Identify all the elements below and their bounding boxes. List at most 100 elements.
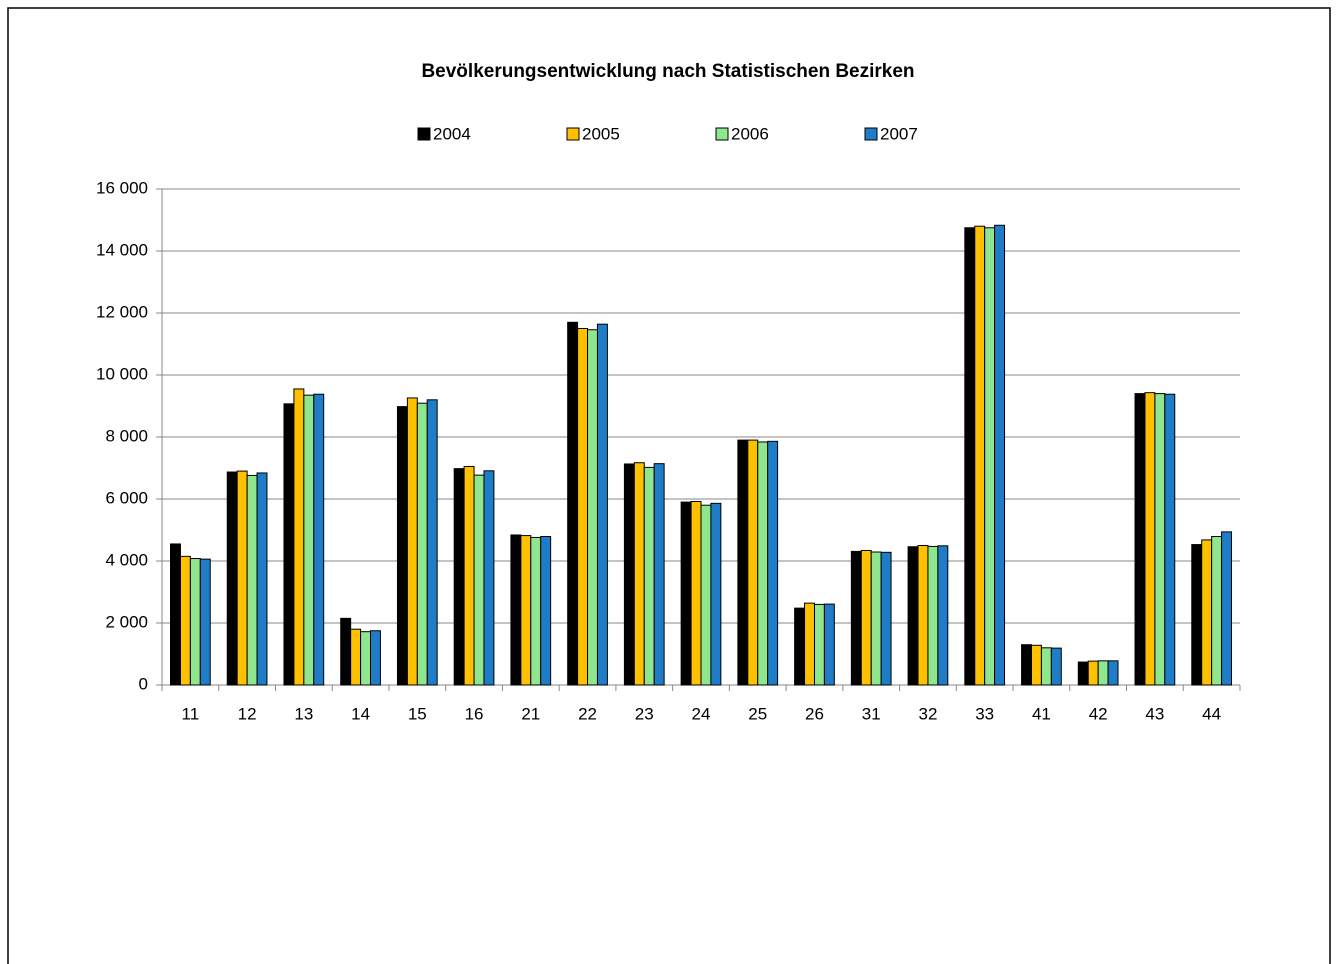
bar xyxy=(1040,647,1052,686)
bar xyxy=(860,549,872,686)
bar xyxy=(1191,544,1203,686)
legend-swatch xyxy=(715,127,729,141)
bar xyxy=(406,397,418,686)
bar xyxy=(170,543,181,686)
y-tick-label: 14 000 xyxy=(96,240,148,259)
bar xyxy=(690,500,702,686)
x-tick-label: 41 xyxy=(1032,704,1051,723)
bar xyxy=(463,465,475,686)
bar xyxy=(964,227,976,686)
x-tick-label: 23 xyxy=(635,704,654,723)
chart-frame xyxy=(7,7,1331,964)
bar xyxy=(1144,392,1156,686)
bar xyxy=(653,463,665,686)
x-tick-label: 13 xyxy=(294,704,313,723)
x-tick-label: 42 xyxy=(1089,704,1108,723)
bar xyxy=(1221,531,1232,686)
bar xyxy=(974,225,986,686)
bar xyxy=(510,534,522,686)
bar xyxy=(1154,393,1166,686)
y-tick-label: 2 000 xyxy=(105,612,148,631)
bar xyxy=(416,402,428,686)
legend-swatch xyxy=(417,127,431,141)
x-tick-label: 14 xyxy=(351,704,370,723)
bar xyxy=(577,328,589,686)
x-tick-label: 31 xyxy=(862,704,881,723)
bar xyxy=(199,558,211,686)
bar xyxy=(1164,393,1176,686)
y-tick-label: 10 000 xyxy=(96,364,148,383)
x-tick-label: 21 xyxy=(521,704,540,723)
y-tick-label: 4 000 xyxy=(105,550,148,569)
bar xyxy=(473,474,485,686)
bar xyxy=(1201,539,1213,686)
x-tick-label: 26 xyxy=(805,704,824,723)
legend-swatch xyxy=(864,127,878,141)
bar xyxy=(710,502,722,686)
chart-title: Bevölkerungsentwicklung nach Statistisch… xyxy=(421,61,914,82)
bar xyxy=(567,321,579,686)
bar xyxy=(483,470,495,686)
y-tick-label: 6 000 xyxy=(105,488,148,507)
bar xyxy=(340,617,352,686)
bar xyxy=(1021,644,1032,686)
bar xyxy=(540,536,552,686)
bar xyxy=(643,466,655,686)
legend-label: 2007 xyxy=(880,124,918,143)
bar xyxy=(530,536,542,686)
bar xyxy=(1030,644,1042,686)
x-tick-label: 15 xyxy=(408,704,427,723)
x-tick-label: 22 xyxy=(578,704,597,723)
bar xyxy=(880,551,892,686)
bar xyxy=(794,607,806,686)
bar xyxy=(700,504,712,686)
bar xyxy=(804,602,815,686)
bar xyxy=(747,439,759,686)
legend-label: 2004 xyxy=(433,124,471,143)
bar xyxy=(1107,660,1119,686)
bar xyxy=(256,472,268,686)
bar xyxy=(813,603,825,686)
y-tick-label: 12 000 xyxy=(96,302,148,321)
bar xyxy=(313,393,325,686)
bar xyxy=(350,628,362,686)
bar xyxy=(293,388,305,686)
bar xyxy=(767,440,779,686)
x-tick-label: 32 xyxy=(918,704,937,723)
y-tick-label: 8 000 xyxy=(105,426,148,445)
bar xyxy=(927,545,939,686)
bar xyxy=(396,406,408,686)
bar xyxy=(520,535,532,686)
bar xyxy=(907,546,919,686)
bar xyxy=(179,555,191,686)
bar xyxy=(303,394,315,686)
y-tick-label: 16 000 xyxy=(96,178,148,197)
legend-label: 2006 xyxy=(731,124,769,143)
bar xyxy=(823,603,835,686)
x-tick-label: 43 xyxy=(1145,704,1164,723)
legend-label: 2005 xyxy=(582,124,620,143)
bar xyxy=(737,439,749,686)
bar xyxy=(226,471,238,686)
bar xyxy=(1097,660,1109,686)
bar xyxy=(1211,536,1223,686)
bar xyxy=(360,631,372,686)
x-tick-label: 44 xyxy=(1202,704,1221,723)
y-tick-label: 0 xyxy=(139,674,148,693)
bar xyxy=(236,470,248,686)
bar xyxy=(246,474,258,686)
x-tick-label: 11 xyxy=(182,704,200,723)
x-tick-label: 12 xyxy=(238,704,257,723)
x-tick-label: 24 xyxy=(692,704,711,723)
bar xyxy=(623,463,635,686)
bar xyxy=(680,501,692,686)
bar xyxy=(283,403,295,686)
x-tick-label: 25 xyxy=(748,704,767,723)
bar xyxy=(1087,660,1099,686)
bar xyxy=(1134,393,1146,686)
bar xyxy=(426,399,438,686)
bar xyxy=(596,323,608,686)
bar xyxy=(937,545,949,686)
x-tick-label: 16 xyxy=(465,704,484,723)
